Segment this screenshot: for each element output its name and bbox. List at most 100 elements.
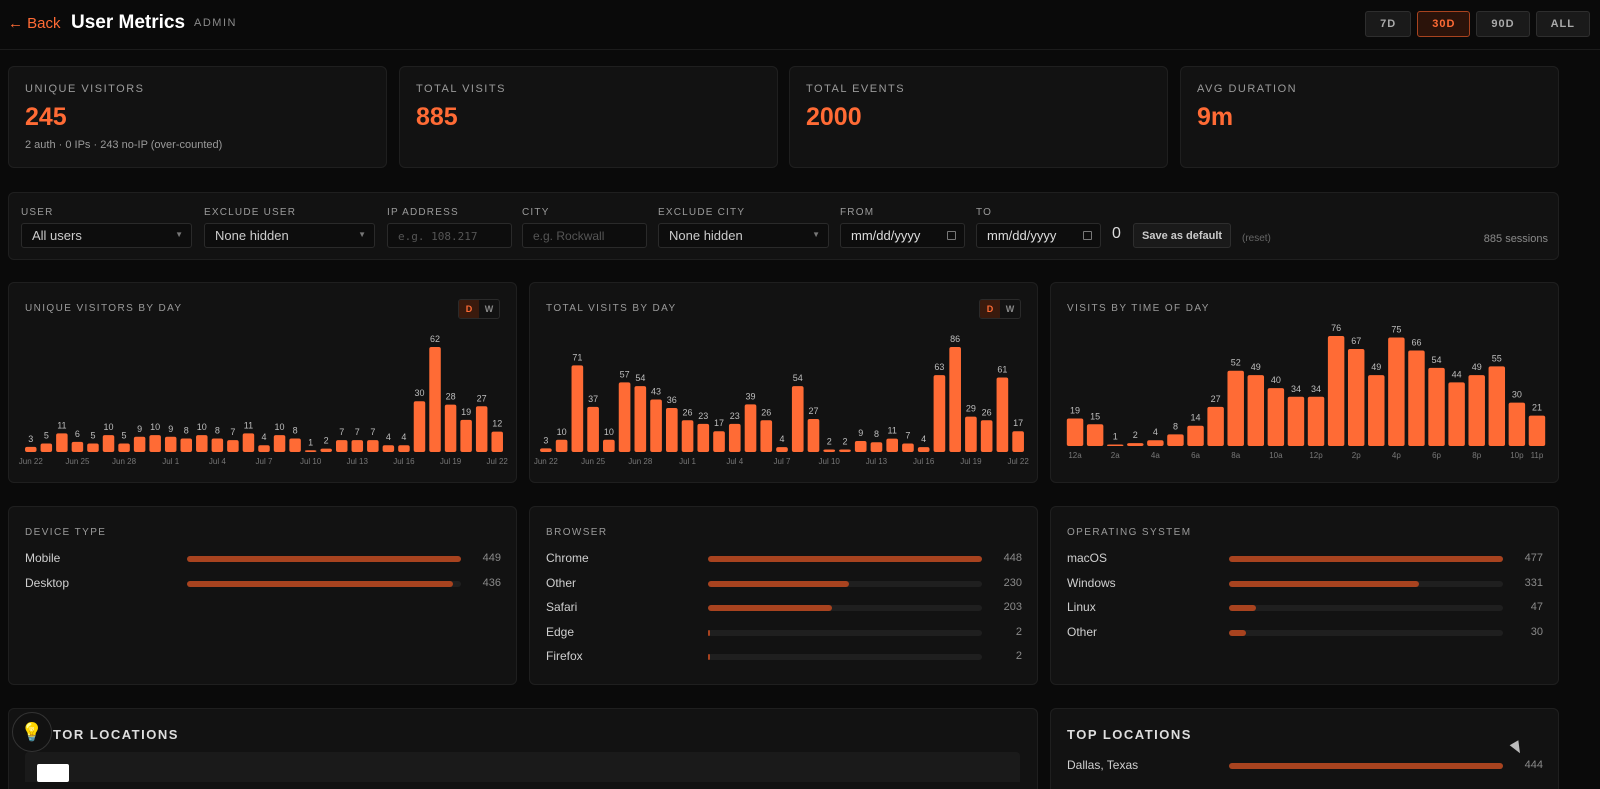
bar[interactable]: [760, 420, 773, 452]
reset-link[interactable]: (reset): [1242, 233, 1271, 244]
city-input[interactable]: e.g. Rockwall: [522, 223, 647, 248]
bar[interactable]: [1368, 375, 1385, 446]
bar[interactable]: [118, 443, 130, 452]
bar[interactable]: [102, 435, 115, 452]
bar[interactable]: [917, 447, 930, 452]
bar[interactable]: [133, 436, 146, 452]
bar[interactable]: [681, 420, 694, 452]
bar[interactable]: [1528, 415, 1546, 446]
ip-input[interactable]: e.g. 108.217: [387, 223, 512, 248]
toggle-day-button[interactable]: D: [980, 300, 1000, 318]
bar[interactable]: [1187, 425, 1204, 446]
back-link[interactable]: ← Back: [8, 15, 61, 32]
user-select[interactable]: All users ▼: [21, 223, 192, 248]
bar[interactable]: [273, 435, 286, 452]
bar[interactable]: [413, 401, 426, 452]
bar[interactable]: [555, 439, 568, 452]
bar[interactable]: [854, 441, 867, 452]
toggle-week-button[interactable]: W: [484, 304, 494, 314]
bar[interactable]: [211, 438, 224, 452]
bar[interactable]: [1388, 337, 1405, 446]
bar[interactable]: [196, 435, 208, 452]
bar[interactable]: [1488, 366, 1506, 446]
range-all-button[interactable]: ALL: [1535, 11, 1590, 37]
range-30d-button[interactable]: 30D: [1417, 11, 1471, 37]
bar[interactable]: [996, 377, 1009, 452]
bar[interactable]: [56, 433, 68, 452]
bar[interactable]: [164, 436, 177, 452]
save-default-button[interactable]: Save as default: [1133, 223, 1232, 248]
bar[interactable]: [603, 439, 615, 452]
toggle-week-button[interactable]: W: [1005, 304, 1015, 314]
bar[interactable]: [571, 365, 584, 452]
bar[interactable]: [634, 386, 647, 452]
bar[interactable]: [902, 443, 914, 452]
bar[interactable]: [791, 386, 804, 452]
bar[interactable]: [367, 440, 379, 452]
bar[interactable]: [807, 419, 820, 452]
bar[interactable]: [1066, 418, 1084, 447]
bar[interactable]: [429, 347, 441, 452]
bar[interactable]: [1267, 388, 1285, 446]
bar[interactable]: [335, 440, 348, 452]
bar[interactable]: [776, 447, 788, 452]
bar[interactable]: [1147, 440, 1164, 446]
bar[interactable]: [713, 431, 725, 452]
bar[interactable]: [839, 449, 851, 452]
bar[interactable]: [1468, 375, 1485, 446]
bar[interactable]: [1287, 396, 1305, 446]
bar[interactable]: [242, 433, 255, 452]
bar[interactable]: [728, 423, 741, 452]
exclude-user-select[interactable]: None hidden ▼: [204, 223, 375, 248]
calendar-icon[interactable]: [1083, 231, 1092, 240]
bar[interactable]: [1127, 443, 1144, 446]
bar[interactable]: [1347, 349, 1365, 446]
to-date-input[interactable]: mm/dd/yyyy: [976, 223, 1101, 248]
bar[interactable]: [227, 440, 239, 452]
bar[interactable]: [149, 435, 161, 452]
bar[interactable]: [1106, 444, 1124, 447]
calendar-icon[interactable]: [947, 231, 956, 240]
range-7d-button[interactable]: 7D: [1365, 11, 1412, 37]
bar[interactable]: [320, 448, 332, 452]
bar[interactable]: [665, 408, 678, 452]
bar[interactable]: [587, 406, 599, 452]
bar[interactable]: [1307, 396, 1325, 446]
bar[interactable]: [823, 449, 836, 452]
bar[interactable]: [1428, 367, 1445, 446]
bar[interactable]: [491, 431, 503, 452]
bar[interactable]: [618, 382, 631, 452]
bar[interactable]: [1448, 382, 1465, 446]
bar[interactable]: [697, 423, 710, 452]
location-map[interactable]: [25, 752, 1020, 782]
bar[interactable]: [289, 438, 301, 452]
bar[interactable]: [1247, 375, 1265, 446]
bar[interactable]: [180, 438, 193, 452]
lightbulb-icon[interactable]: 💡: [12, 712, 52, 752]
bar[interactable]: [1012, 431, 1024, 452]
bar[interactable]: [304, 450, 317, 452]
bar[interactable]: [1508, 402, 1526, 446]
bar[interactable]: [965, 416, 977, 452]
bar[interactable]: [382, 445, 395, 452]
bar[interactable]: [398, 445, 410, 452]
bar[interactable]: [40, 443, 53, 452]
bar[interactable]: [1327, 336, 1345, 446]
bar[interactable]: [1167, 434, 1184, 446]
bar[interactable]: [650, 399, 662, 453]
bar[interactable]: [886, 438, 899, 452]
bar[interactable]: [949, 347, 961, 452]
bar[interactable]: [1086, 424, 1104, 446]
bar[interactable]: [25, 446, 37, 452]
from-date-input[interactable]: mm/dd/yyyy: [840, 223, 965, 248]
bar[interactable]: [87, 443, 99, 452]
bar[interactable]: [870, 442, 883, 452]
bar[interactable]: [1227, 370, 1244, 446]
toggle-day-button[interactable]: D: [459, 300, 479, 318]
bar[interactable]: [980, 420, 993, 452]
bar[interactable]: [540, 448, 552, 452]
bar[interactable]: [1207, 406, 1224, 446]
map-control[interactable]: [37, 764, 69, 782]
bar[interactable]: [744, 404, 757, 452]
bar[interactable]: [460, 419, 472, 452]
